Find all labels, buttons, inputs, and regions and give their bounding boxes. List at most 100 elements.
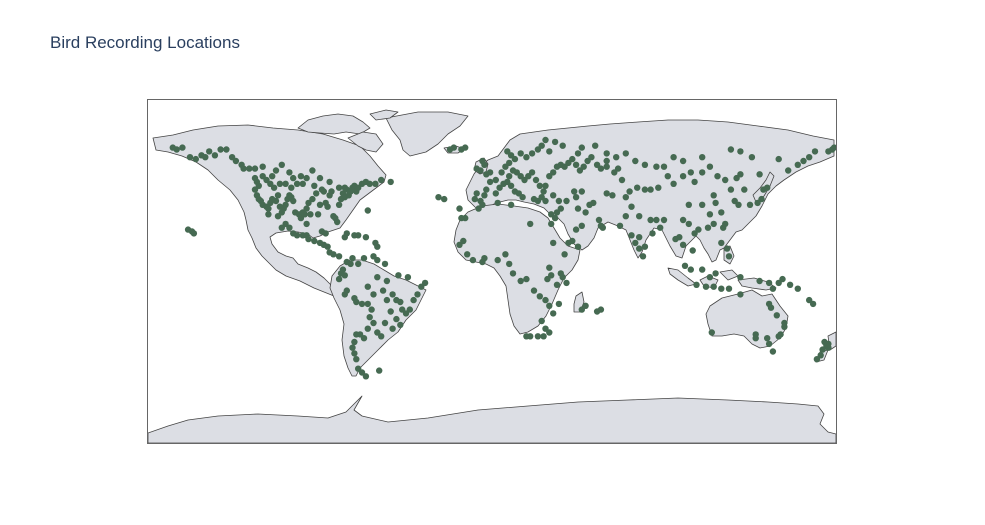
recording-point[interactable] xyxy=(462,214,469,222)
recording-point[interactable] xyxy=(462,144,469,151)
recording-point[interactable] xyxy=(670,180,677,187)
recording-point[interactable] xyxy=(494,256,501,264)
recording-point[interactable] xyxy=(628,203,635,210)
recording-point[interactable] xyxy=(561,251,568,258)
recording-point[interactable] xyxy=(825,344,832,351)
recording-point[interactable] xyxy=(246,165,253,172)
recording-point[interactable] xyxy=(366,314,373,321)
recording-point[interactable] xyxy=(553,281,561,288)
recording-point[interactable] xyxy=(528,150,536,157)
recording-point[interactable] xyxy=(374,256,381,264)
recording-point[interactable] xyxy=(334,218,341,226)
recording-point[interactable] xyxy=(616,222,624,229)
recording-point[interactable] xyxy=(509,270,517,277)
recording-point[interactable] xyxy=(765,340,773,348)
recording-point[interactable] xyxy=(597,306,605,313)
world-map[interactable] xyxy=(148,100,836,443)
recording-point[interactable] xyxy=(309,195,316,203)
recording-point[interactable] xyxy=(506,260,513,268)
recording-point[interactable] xyxy=(710,192,717,199)
recording-point[interactable] xyxy=(540,188,547,195)
recording-point[interactable] xyxy=(572,226,580,233)
recording-point[interactable] xyxy=(764,335,771,342)
recording-point[interactable] xyxy=(636,213,643,220)
recording-point[interactable] xyxy=(741,186,748,193)
recording-point[interactable] xyxy=(305,235,312,243)
recording-point[interactable] xyxy=(381,260,389,268)
recording-point[interactable] xyxy=(322,230,329,237)
recording-point[interactable] xyxy=(752,331,759,338)
recording-point[interactable] xyxy=(811,148,819,155)
recording-point[interactable] xyxy=(330,251,337,258)
recording-point[interactable] xyxy=(546,148,553,155)
recording-point[interactable] xyxy=(486,169,494,176)
recording-point[interactable] xyxy=(775,155,782,163)
recording-point[interactable] xyxy=(727,146,735,153)
recording-point[interactable] xyxy=(406,306,413,313)
recording-point[interactable] xyxy=(387,308,394,315)
recording-point[interactable] xyxy=(765,300,773,308)
recording-point[interactable] xyxy=(374,329,381,336)
recording-point[interactable] xyxy=(355,260,362,268)
recording-point[interactable] xyxy=(538,142,545,149)
recording-point[interactable] xyxy=(506,173,513,180)
recording-point[interactable] xyxy=(297,173,305,180)
recording-point[interactable] xyxy=(542,296,549,304)
recording-point[interactable] xyxy=(536,293,543,300)
recording-point[interactable] xyxy=(614,165,622,172)
recording-point[interactable] xyxy=(699,201,706,208)
recording-point[interactable] xyxy=(595,216,603,224)
recording-point[interactable] xyxy=(364,283,371,290)
recording-point[interactable] xyxy=(679,241,687,248)
recording-point[interactable] xyxy=(603,190,610,197)
recording-point[interactable] xyxy=(328,188,335,195)
recording-point[interactable] xyxy=(536,182,543,189)
recording-point[interactable] xyxy=(565,239,572,247)
recording-point[interactable] xyxy=(725,285,733,292)
recording-point[interactable] xyxy=(232,157,240,165)
recording-point[interactable] xyxy=(779,275,786,283)
recording-point[interactable] xyxy=(335,201,343,208)
recording-point[interactable] xyxy=(464,251,471,258)
recording-point[interactable] xyxy=(706,211,714,218)
recording-point[interactable] xyxy=(756,277,763,285)
recording-point[interactable] xyxy=(383,277,391,285)
recording-point[interactable] xyxy=(649,230,656,237)
recording-point[interactable] xyxy=(603,163,610,170)
recording-point[interactable] xyxy=(641,243,649,250)
recording-point[interactable] xyxy=(303,174,310,182)
recording-point[interactable] xyxy=(498,169,505,176)
recording-point[interactable] xyxy=(546,302,553,309)
recording-point[interactable] xyxy=(527,333,534,340)
recording-point[interactable] xyxy=(702,283,710,290)
recording-point[interactable] xyxy=(781,323,788,330)
recording-point[interactable] xyxy=(240,165,247,172)
recording-point[interactable] xyxy=(337,270,345,277)
recording-point[interactable] xyxy=(469,256,477,264)
recording-point[interactable] xyxy=(588,154,595,161)
recording-point[interactable] xyxy=(202,154,209,161)
recording-point[interactable] xyxy=(748,154,756,161)
recording-point[interactable] xyxy=(274,213,282,220)
recording-point[interactable] xyxy=(288,184,295,191)
recording-point[interactable] xyxy=(578,188,585,195)
recording-point[interactable] xyxy=(655,184,662,191)
recording-point[interactable] xyxy=(441,195,448,203)
recording-point[interactable] xyxy=(364,325,371,332)
recording-point[interactable] xyxy=(270,184,278,191)
recording-point[interactable] xyxy=(393,315,400,323)
recording-point[interactable] xyxy=(532,176,540,184)
recording-point[interactable] xyxy=(773,312,780,319)
recording-point[interactable] xyxy=(523,154,530,161)
recording-point[interactable] xyxy=(681,262,689,269)
recording-point[interactable] xyxy=(559,142,566,149)
recording-point[interactable] xyxy=(685,201,692,208)
recording-point[interactable] xyxy=(483,186,490,193)
recording-point[interactable] xyxy=(819,346,826,353)
recording-point[interactable] xyxy=(708,329,715,336)
recording-point[interactable] xyxy=(410,296,417,304)
recording-point[interactable] xyxy=(551,138,559,146)
recording-point[interactable] xyxy=(265,211,272,218)
recording-point[interactable] xyxy=(374,274,381,281)
recording-point[interactable] xyxy=(343,230,350,237)
